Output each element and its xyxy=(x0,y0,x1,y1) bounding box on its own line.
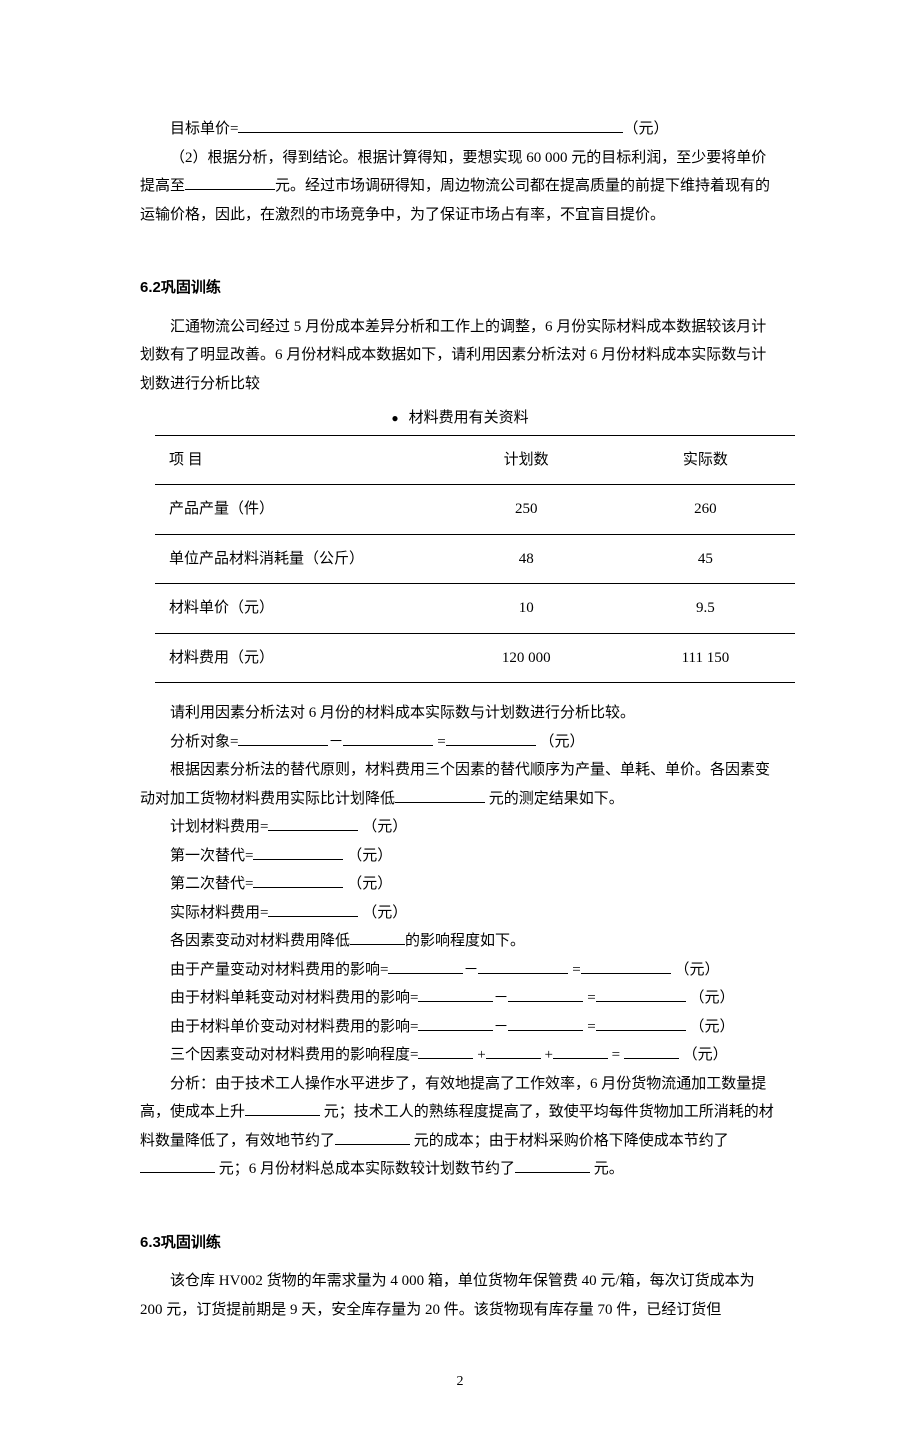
cell: 材料费用（元） xyxy=(155,633,437,683)
line-actual-cost: 实际材料费用= （元） xyxy=(140,899,780,928)
cell: 250 xyxy=(437,485,616,535)
cell: 120 000 xyxy=(437,633,616,683)
question-2: 分析对象=－ = （元） xyxy=(140,728,780,757)
line-price-effect: 由于材料单价变动对材料费用的影响=－ = （元） xyxy=(140,1013,780,1042)
page-number: 2 xyxy=(140,1369,780,1396)
cell: 材料单价（元） xyxy=(155,584,437,634)
line-plan-cost: 计划材料费用= （元） xyxy=(140,813,780,842)
analysis-paragraph: 分析：由于技术工人操作水平进步了，有效地提高了工作效率，6 月份货物流通加工数量… xyxy=(140,1070,780,1184)
q3-text-b: 元的测定结果如下。 xyxy=(485,791,624,807)
line-sub2: 第二次替代= （元） xyxy=(140,870,780,899)
line-factors-intro: 各因素变动对材料费用降低的影响程度如下。 xyxy=(140,927,780,956)
blank[interactable] xyxy=(395,788,485,803)
blank[interactable] xyxy=(508,1016,583,1031)
cell: 111 150 xyxy=(616,633,795,683)
blank[interactable] xyxy=(140,1158,215,1173)
cell: 260 xyxy=(616,485,795,535)
blank[interactable] xyxy=(238,731,328,746)
table-title: ● 材料费用有关资料 xyxy=(140,404,780,433)
table-row: 单位产品材料消耗量（公斤） 48 45 xyxy=(155,534,795,584)
table-header-row: 项 目 计划数 实际数 xyxy=(155,435,795,485)
unit-yuan: （元） xyxy=(623,121,668,137)
blank[interactable] xyxy=(581,959,671,974)
table-row: 材料单价（元） 10 9.5 xyxy=(155,584,795,634)
cell: 单位产品材料消耗量（公斤） xyxy=(155,534,437,584)
blank[interactable] xyxy=(268,902,358,917)
blank-price-raise[interactable] xyxy=(185,175,275,190)
blank[interactable] xyxy=(596,1016,686,1031)
blank[interactable] xyxy=(418,1044,473,1059)
blank[interactable] xyxy=(515,1158,590,1173)
line-consumption-effect: 由于材料单耗变动对材料费用的影响=－ = （元） xyxy=(140,984,780,1013)
blank[interactable] xyxy=(388,959,463,974)
q2-prefix: 分析对象= xyxy=(170,734,238,750)
blank[interactable] xyxy=(253,845,343,860)
blank[interactable] xyxy=(624,1044,679,1059)
cell: 45 xyxy=(616,534,795,584)
blank[interactable] xyxy=(553,1044,608,1059)
section-63-heading: 6.3巩固训练 xyxy=(140,1229,780,1258)
paragraph-2: （2）根据分析，得到结论。根据计算得知，要想实现 60 000 元的目标利润，至… xyxy=(140,144,780,230)
line-output-effect: 由于产量变动对材料费用的影响=－ = （元） xyxy=(140,956,780,985)
intro-62: 汇通物流公司经过 5 月份成本差异分析和工作上的调整，6 月份实际材料成本数据较… xyxy=(140,313,780,399)
blank[interactable] xyxy=(268,816,358,831)
blank[interactable] xyxy=(418,987,493,1002)
section-62-heading: 6.2巩固训练 xyxy=(140,274,780,303)
formula-line: 目标单价= （元） xyxy=(140,115,780,144)
blank[interactable] xyxy=(508,987,583,1002)
blank[interactable] xyxy=(486,1044,541,1059)
blank[interactable] xyxy=(245,1101,320,1116)
table-title-text: 材料费用有关资料 xyxy=(409,410,529,426)
cell: 产品产量（件） xyxy=(155,485,437,535)
blank-target-price[interactable] xyxy=(238,118,623,133)
table-row: 材料费用（元） 120 000 111 150 xyxy=(155,633,795,683)
col-header-plan: 计划数 xyxy=(437,435,616,485)
cell: 9.5 xyxy=(616,584,795,634)
cell: 10 xyxy=(437,584,616,634)
question-3: 根据因素分析法的替代原则，材料费用三个因素的替代顺序为产量、单耗、单价。各因素变… xyxy=(140,756,780,813)
cell: 48 xyxy=(437,534,616,584)
table-row: 产品产量（件） 250 260 xyxy=(155,485,795,535)
blank[interactable] xyxy=(446,731,536,746)
col-header-item: 项 目 xyxy=(155,435,437,485)
target-price-label: 目标单价= xyxy=(170,121,238,137)
line-three-factors: 三个因素变动对材料费用的影响程度= + + = （元） xyxy=(140,1041,780,1070)
bullet-icon: ● xyxy=(391,411,398,425)
intro-63: 该仓库 HV002 货物的年需求量为 4 000 箱，单位货物年保管费 40 元… xyxy=(140,1267,780,1324)
blank[interactable] xyxy=(596,987,686,1002)
blank[interactable] xyxy=(335,1130,410,1145)
unit: （元） xyxy=(539,734,584,750)
blank[interactable] xyxy=(478,959,568,974)
blank[interactable] xyxy=(418,1016,493,1031)
col-header-actual: 实际数 xyxy=(616,435,795,485)
material-cost-table: 项 目 计划数 实际数 产品产量（件） 250 260 单位产品材料消耗量（公斤… xyxy=(155,435,795,684)
blank[interactable] xyxy=(350,930,405,945)
blank[interactable] xyxy=(253,873,343,888)
question-1: 请利用因素分析法对 6 月份的材料成本实际数与计划数进行分析比较。 xyxy=(140,699,780,728)
line-sub1: 第一次替代= （元） xyxy=(140,842,780,871)
blank[interactable] xyxy=(343,731,433,746)
